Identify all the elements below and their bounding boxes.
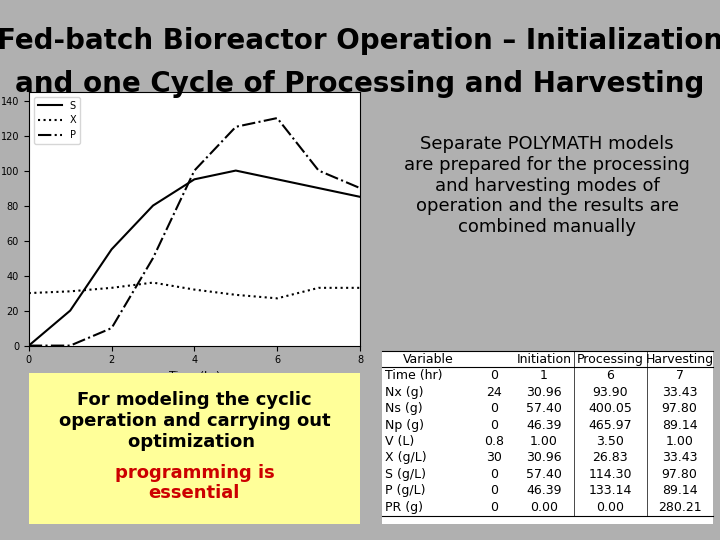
P [356,185,364,191]
X [356,285,364,291]
Text: 97.80: 97.80 [662,468,698,481]
Text: 33.43: 33.43 [662,386,698,399]
Text: 6: 6 [606,369,614,382]
Text: For modeling the cyclic
operation and carrying out
optimization: For modeling the cyclic operation and ca… [58,391,330,451]
Text: 30.96: 30.96 [526,451,562,464]
Text: 24: 24 [486,386,502,399]
X [315,285,323,291]
Line: P: P [29,118,360,346]
Text: 280.21: 280.21 [658,501,701,514]
P [148,255,157,261]
Text: 46.39: 46.39 [526,418,562,431]
Text: 33.43: 33.43 [662,451,698,464]
Text: 400.05: 400.05 [588,402,632,415]
S [356,193,364,200]
Text: programming is
essential: programming is essential [114,463,274,502]
Text: Variable: Variable [402,353,454,366]
S [190,176,199,183]
Text: 26.83: 26.83 [593,451,628,464]
S [315,185,323,191]
Text: 0.8: 0.8 [485,435,504,448]
Text: V (L): V (L) [385,435,414,448]
S [66,307,75,314]
Text: 57.40: 57.40 [526,468,562,481]
X [232,292,240,298]
X [148,279,157,286]
P [232,124,240,130]
Text: Separate POLYMATH models
are prepared for the processing
and harvesting modes of: Separate POLYMATH models are prepared fo… [404,135,690,236]
Text: and one Cycle of Processing and Harvesting: and one Cycle of Processing and Harvesti… [15,70,705,98]
Text: 97.80: 97.80 [662,402,698,415]
Text: Np (g): Np (g) [385,418,424,431]
Line: S: S [29,171,360,346]
S [232,167,240,174]
Text: 7: 7 [675,369,684,382]
P [190,167,199,174]
S [107,246,116,253]
P [66,342,75,349]
Text: 0: 0 [490,501,498,514]
S [24,342,33,349]
Text: 0: 0 [490,468,498,481]
X [24,290,33,296]
P [273,115,282,122]
Legend: S, X, P: S, X, P [34,97,80,144]
Text: 1.00: 1.00 [666,435,693,448]
Text: 89.14: 89.14 [662,418,698,431]
Text: 0.00: 0.00 [530,501,558,514]
X-axis label: Time (hr): Time (hr) [168,371,220,381]
Text: 133.14: 133.14 [588,484,632,497]
S [273,176,282,183]
Text: Nx (g): Nx (g) [385,386,423,399]
X [107,285,116,291]
P [24,342,33,349]
Text: 0: 0 [490,484,498,497]
Text: 465.97: 465.97 [588,418,632,431]
Text: 114.30: 114.30 [588,468,632,481]
Text: 0: 0 [490,369,498,382]
Text: 0: 0 [490,418,498,431]
Text: 57.40: 57.40 [526,402,562,415]
Text: 89.14: 89.14 [662,484,698,497]
Text: 3.50: 3.50 [596,435,624,448]
P [107,325,116,332]
Text: P (g/L): P (g/L) [385,484,426,497]
Text: Fed-batch Bioreactor Operation – Initialization: Fed-batch Bioreactor Operation – Initial… [0,27,720,55]
X [190,286,199,293]
Text: Initiation: Initiation [516,353,572,366]
Text: Harvesting: Harvesting [646,353,714,366]
Text: S (g/L): S (g/L) [385,468,426,481]
S [148,202,157,209]
Text: Time (hr): Time (hr) [385,369,442,382]
Text: X (g/L): X (g/L) [385,451,426,464]
Text: 30.96: 30.96 [526,386,562,399]
Text: PR (g): PR (g) [385,501,423,514]
Text: 1.00: 1.00 [530,435,558,448]
Text: 46.39: 46.39 [526,484,562,497]
X [273,295,282,301]
Text: Ns (g): Ns (g) [385,402,423,415]
P [315,167,323,174]
Text: 30: 30 [486,451,502,464]
Text: 0.00: 0.00 [596,501,624,514]
Text: 1: 1 [540,369,548,382]
Text: Processing: Processing [577,353,644,366]
Line: X: X [29,282,360,298]
Text: 93.90: 93.90 [593,386,628,399]
Text: 0: 0 [490,402,498,415]
X [66,288,75,295]
